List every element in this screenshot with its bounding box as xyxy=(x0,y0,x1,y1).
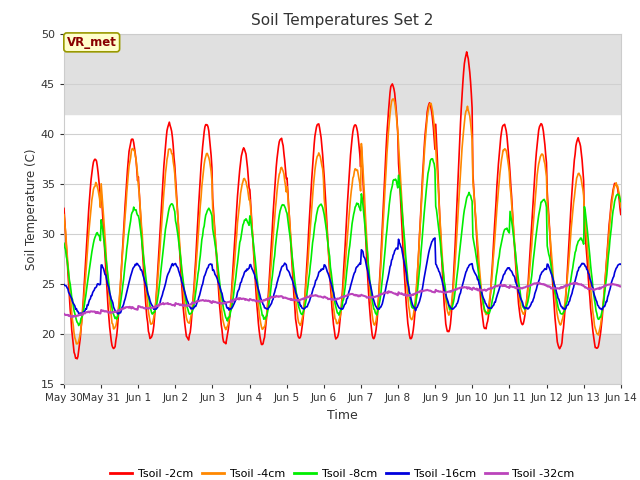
Title: Soil Temperatures Set 2: Soil Temperatures Set 2 xyxy=(252,13,433,28)
Text: VR_met: VR_met xyxy=(67,36,116,49)
Y-axis label: Soil Temperature (C): Soil Temperature (C) xyxy=(25,148,38,270)
Bar xyxy=(64,334,621,384)
Legend: Tsoil -2cm, Tsoil -4cm, Tsoil -8cm, Tsoil -16cm, Tsoil -32cm: Tsoil -2cm, Tsoil -4cm, Tsoil -8cm, Tsoi… xyxy=(106,465,579,480)
X-axis label: Time: Time xyxy=(327,408,358,421)
Bar xyxy=(64,34,621,114)
